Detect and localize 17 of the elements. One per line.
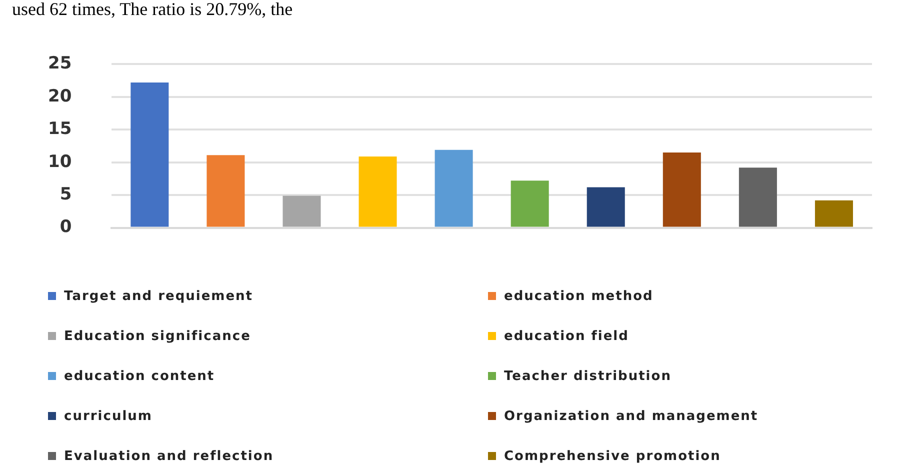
y-tick-label: 10 [48, 152, 72, 172]
legend-label: curriculum [64, 408, 152, 424]
legend-label: education content [64, 368, 215, 384]
legend-label: Evaluation and reflection [64, 448, 274, 464]
legend-label: Comprehensive promotion [504, 448, 721, 464]
legend-label: Organization and management [504, 408, 758, 424]
legend-label: Teacher distribution [504, 368, 672, 384]
y-tick-label: 5 [60, 184, 72, 204]
legend-label: education method [504, 288, 654, 304]
legend-label: education field [504, 328, 629, 344]
legend-label: Target and requiement [64, 288, 253, 304]
y-tick-label: 20 [48, 86, 72, 106]
y-tick-label: 25 [48, 54, 72, 74]
y-tick-label: 15 [48, 119, 72, 140]
legend-label: Education significance [64, 328, 251, 344]
y-tick-label: 0 [60, 217, 72, 238]
text: used 62 times, The ratio is 20.79%, the [12, 0, 293, 19]
